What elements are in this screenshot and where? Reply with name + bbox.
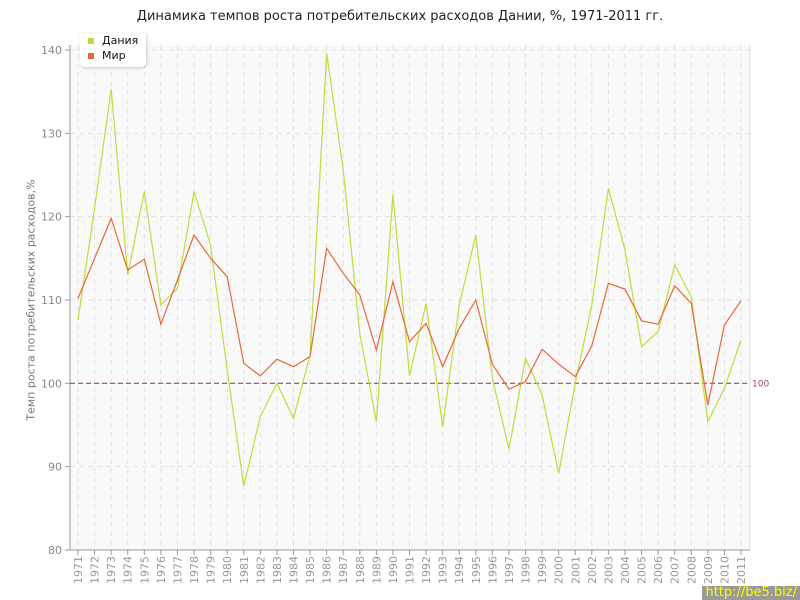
- x-tick-label: 1985: [304, 556, 317, 584]
- y-tick-label: 120: [41, 211, 62, 224]
- legend-swatch: [88, 37, 94, 44]
- legend: Дания Мир: [80, 33, 146, 67]
- chart-title: Динамика темпов роста потребительских ра…: [136, 9, 664, 24]
- x-tick-label: 1990: [387, 556, 400, 584]
- x-tick-label: 2002: [586, 556, 599, 584]
- x-tick-label: 1975: [138, 556, 151, 584]
- x-tick-label: 1999: [536, 556, 549, 584]
- x-tick-label: 1987: [337, 556, 350, 584]
- watermark: http://be5.biz/: [702, 586, 800, 600]
- x-tick-label: 1997: [503, 556, 516, 584]
- reference-line-label: 100: [752, 379, 769, 389]
- legend-label: Мир: [102, 49, 126, 62]
- x-tick-label: 2000: [553, 556, 566, 584]
- y-tick-label: 130: [41, 127, 62, 140]
- x-tick-label: 1983: [271, 556, 284, 584]
- x-tick-label: 1981: [238, 556, 251, 584]
- legend-item-denmark[interactable]: Дания: [80, 33, 146, 48]
- x-tick-label: 1973: [105, 556, 118, 584]
- x-tick-label: 1995: [470, 556, 483, 584]
- x-tick-label: 2006: [652, 556, 665, 584]
- x-tick-label: 2005: [636, 556, 649, 584]
- x-tick-label: 2007: [669, 556, 682, 584]
- x-tick-label: 1989: [370, 556, 383, 584]
- x-tick-label: 1991: [404, 556, 417, 584]
- x-tick-label: 1992: [420, 556, 433, 584]
- y-tick-label: 100: [41, 377, 62, 390]
- x-tick-label: 2010: [718, 556, 731, 584]
- x-tick-label: 1984: [287, 556, 300, 584]
- x-tick-label: 1986: [321, 556, 334, 584]
- legend-swatch: [88, 52, 94, 59]
- x-tick-label: 2011: [735, 556, 748, 584]
- x-tick-label: 1977: [171, 556, 184, 584]
- legend-label: Дания: [102, 34, 139, 47]
- x-tick-label: 2009: [702, 556, 715, 584]
- x-tick-label: 2004: [619, 556, 632, 584]
- y-tick-label: 110: [41, 294, 62, 307]
- y-tick-label: 140: [41, 44, 62, 57]
- x-tick-label: 1972: [89, 556, 102, 584]
- x-tick-label: 1978: [188, 556, 201, 584]
- y-tick-label: 80: [48, 544, 62, 557]
- x-tick-label: 1979: [205, 556, 218, 584]
- x-tick-label: 2003: [602, 556, 615, 584]
- x-tick-label: 1988: [354, 556, 367, 584]
- x-tick-label: 1982: [254, 556, 267, 584]
- x-tick-label: 1994: [453, 556, 466, 584]
- legend-item-world[interactable]: Мир: [80, 48, 146, 63]
- x-tick-label: 2001: [569, 556, 582, 584]
- x-tick-label: 1976: [155, 556, 168, 584]
- x-tick-label: 2008: [685, 556, 698, 584]
- x-tick-label: 1998: [520, 556, 533, 584]
- x-tick-label: 1974: [122, 556, 135, 584]
- x-tick-label: 1993: [437, 556, 450, 584]
- y-tick-label: 90: [48, 461, 62, 474]
- x-tick-label: 1980: [221, 556, 234, 584]
- x-tick-label: 1971: [72, 556, 85, 584]
- x-tick-label: 1996: [486, 556, 499, 584]
